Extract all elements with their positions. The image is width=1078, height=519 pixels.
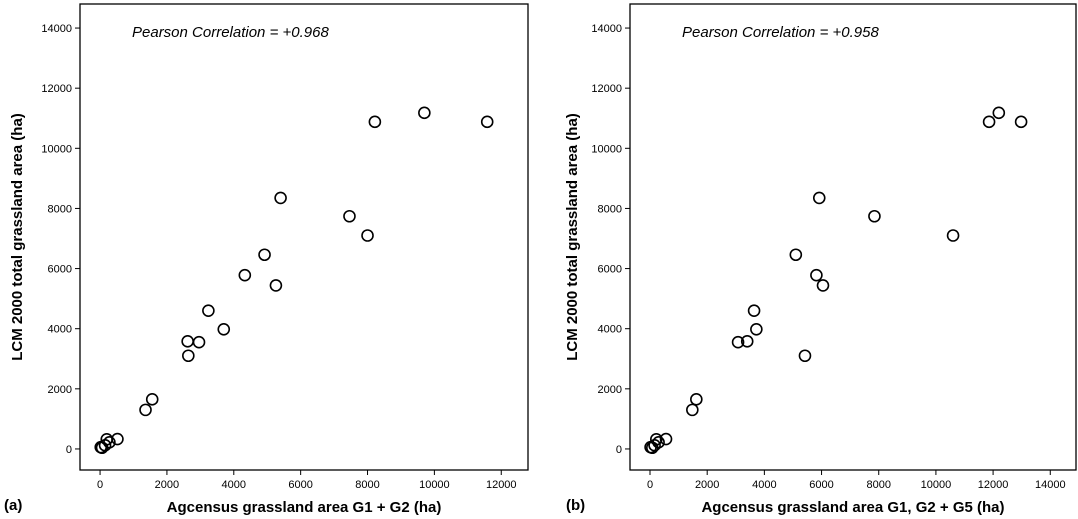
data-point: [217, 322, 231, 336]
data-point: [274, 191, 287, 205]
x-tick-label: 10000: [419, 479, 450, 491]
x-tick-label: 12000: [978, 479, 1009, 491]
data-point: [238, 268, 252, 282]
x-axis-title: Agcensus grassland area G1 + G2 (ha): [167, 499, 442, 516]
y-axis-title: LCM 2000 total grassland area (ha): [564, 113, 581, 361]
data-point: [480, 115, 494, 129]
data-point: [418, 106, 431, 120]
data-point: [750, 322, 763, 336]
data-point: [182, 349, 195, 363]
plot-frame: [629, 3, 1077, 471]
panel-a: 0 2000 4000 6000 8000 10000 12000 0 2000 4000 6000…: [4, 3, 529, 516]
y-tick-label: 8000: [598, 203, 622, 215]
data-point: [652, 436, 665, 449]
data-point: [982, 115, 996, 129]
y-tick-label: 10000: [591, 143, 622, 155]
data-point: [740, 335, 754, 348]
data-point: [789, 248, 803, 262]
data-point: [747, 304, 761, 317]
data-point: [192, 335, 206, 349]
data-point: [946, 229, 960, 242]
x-tick-label: 2000: [695, 479, 719, 491]
x-tick-label: 0: [97, 479, 103, 491]
data-point: [139, 403, 152, 417]
y-tick-label: 12000: [41, 83, 72, 95]
y-tick-label: 4000: [598, 324, 622, 336]
data-point: [181, 335, 194, 348]
data-point: [343, 209, 356, 223]
panel-label: (a): [4, 497, 22, 514]
y-tick-label: 2000: [598, 384, 622, 396]
y-tick-label: 6000: [48, 264, 72, 276]
data-point: [111, 432, 124, 446]
y-tick-label: 4000: [48, 324, 72, 336]
data-point: [992, 106, 1006, 120]
data-point: [145, 393, 159, 406]
y-tick-label: 10000: [41, 143, 72, 155]
x-tick-label: 6000: [288, 479, 312, 491]
data-point: [690, 393, 703, 406]
correlation-annotation: Pearson Correlation = +0.968: [132, 24, 329, 41]
data-point: [103, 436, 116, 449]
data-point: [368, 115, 382, 129]
data-point: [650, 433, 663, 446]
y-axis-title: LCM 2000 total grassland area (ha): [9, 113, 26, 361]
y-tick-label: 0: [616, 444, 622, 456]
y-tick-label: 14000: [41, 23, 72, 35]
y-tick-label: 14000: [591, 23, 622, 35]
data-point: [258, 248, 271, 262]
data-point: [202, 304, 215, 317]
correlation-annotation: Pearson Correlation = +0.958: [682, 24, 879, 41]
y-tick-label: 8000: [48, 203, 72, 215]
data-point: [810, 268, 823, 282]
data-point: [798, 349, 812, 363]
data-point: [731, 335, 745, 349]
plot-frame: [79, 3, 529, 471]
data-point: [659, 432, 673, 446]
y-tick-label: 6000: [598, 264, 622, 276]
data-point: [812, 191, 826, 205]
y-tick-label: 0: [66, 444, 72, 456]
data-point: [868, 209, 881, 223]
data-point: [686, 403, 699, 417]
y-tick-label: 12000: [591, 83, 622, 95]
x-tick-label: 4000: [752, 479, 776, 491]
x-tick-label: 8000: [866, 479, 890, 491]
panel-b: 0 2000 4000 6000 8000 10000 12000 14000 0 2000 400…: [564, 3, 1077, 516]
x-tick-label: 2000: [155, 479, 179, 491]
data-point: [269, 279, 283, 292]
x-tick-label: 12000: [486, 479, 517, 491]
x-axis-title: Agcensus grassland area G1, G2 + G5 (ha): [701, 499, 1004, 516]
x-tick-label: 8000: [355, 479, 379, 491]
x-tick-label: 10000: [921, 479, 952, 491]
data-point: [361, 229, 374, 242]
x-tick-label: 4000: [222, 479, 246, 491]
y-tick-label: 2000: [48, 384, 72, 396]
x-tick-label: 0: [647, 479, 653, 491]
panel-label: (b): [566, 497, 585, 514]
data-point: [1014, 115, 1028, 129]
x-tick-label: 14000: [1035, 479, 1066, 491]
x-tick-label: 6000: [809, 479, 833, 491]
data-point: [816, 279, 830, 292]
